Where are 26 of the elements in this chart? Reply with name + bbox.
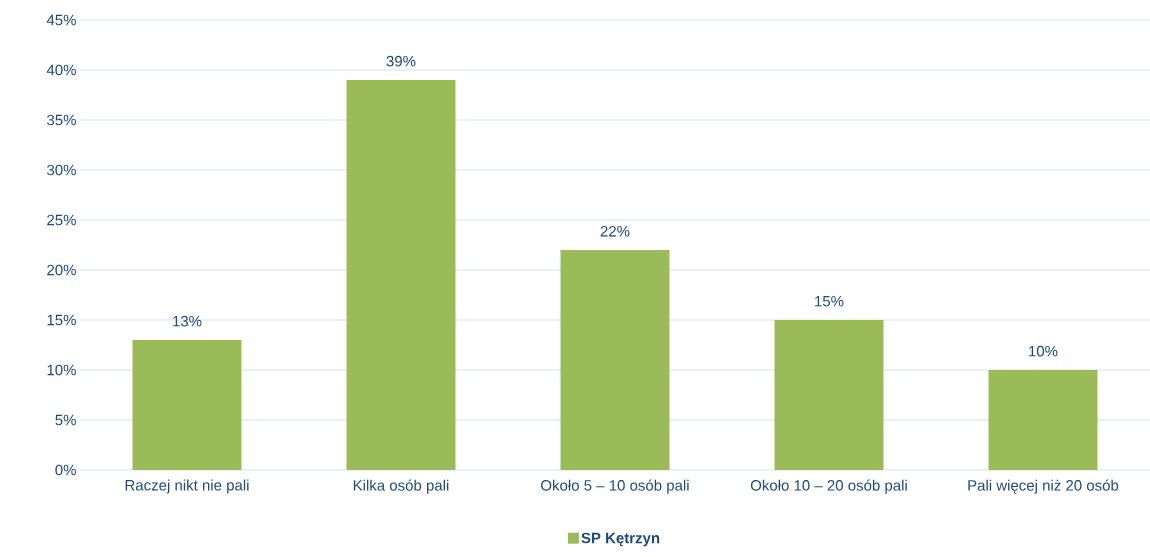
y-tick-label: 40% — [46, 64, 76, 76]
x-tick-label: Kilka osób pali — [353, 479, 449, 494]
bar — [988, 370, 1098, 470]
text: 39% — [386, 55, 416, 67]
y-tick-label: 15% — [47, 314, 76, 326]
y-tick-label: 30% — [47, 164, 76, 176]
x-tick-label: Około 5 – 10 osób pali — [541, 479, 689, 494]
x-tick-label: Raczej nikt nie pali — [125, 479, 249, 494]
text: 10% — [1029, 345, 1058, 357]
y-tick-label: 25% — [47, 214, 76, 226]
bar — [132, 340, 242, 470]
text: 22% — [600, 225, 630, 237]
text: 13% — [173, 315, 202, 327]
legend-label: SP Kętrzyn — [581, 532, 660, 547]
x-tick-label: Pali więcej niż 20 osób — [968, 479, 1119, 494]
text: 15% — [815, 295, 844, 307]
y-tick-label: 10% — [47, 364, 76, 376]
y-tick-label: 20% — [47, 264, 76, 276]
y-tick-label: 35% — [47, 114, 76, 126]
y-tick-label: 45% — [46, 14, 76, 26]
bar — [560, 250, 670, 470]
bar — [346, 80, 456, 470]
y-tick-label: 0% — [55, 464, 76, 476]
x-tick-label: Około 10 – 20 osób pali — [750, 479, 907, 494]
y-tick-label: 5% — [55, 414, 76, 426]
bar — [774, 320, 884, 470]
